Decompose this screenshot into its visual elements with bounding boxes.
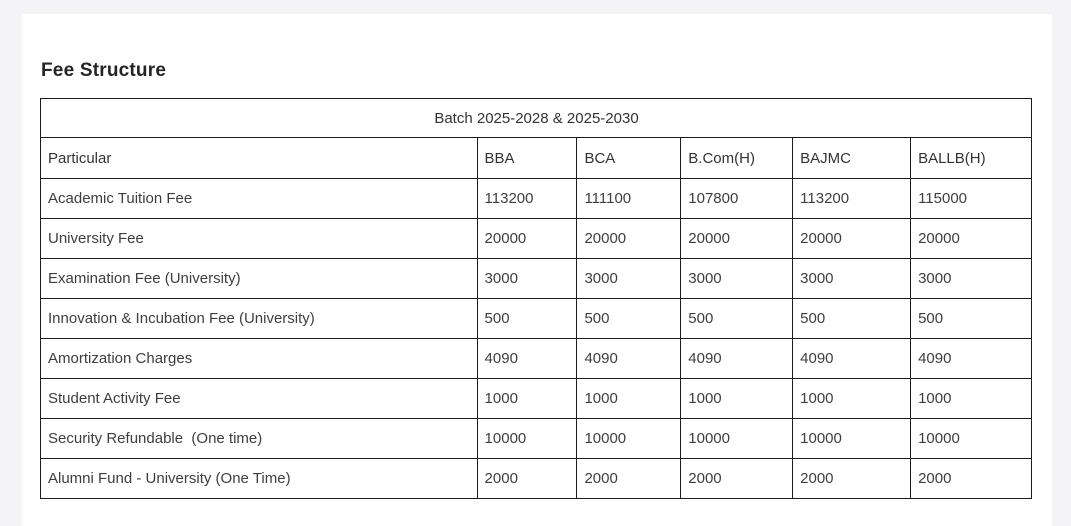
fee-value-cell: 10000 <box>680 418 794 459</box>
fee-value-cell: 10000 <box>576 418 682 459</box>
fee-value-cell: 10000 <box>910 418 1032 459</box>
fee-value-cell: 113200 <box>792 178 912 219</box>
particular-cell: Alumni Fund - University (One Time) <box>40 458 478 499</box>
fee-value-cell: 20000 <box>476 218 578 259</box>
column-header-bba: BBA <box>476 137 578 179</box>
table-row: Innovation & Incubation Fee (University)… <box>40 298 1032 339</box>
content-card: Fee Structure Batch 2025-2028 & 2025-203… <box>22 14 1052 526</box>
fee-value-cell: 500 <box>576 298 682 339</box>
batch-header-row: Batch 2025-2028 & 2025-2030 <box>40 98 1032 138</box>
fee-value-cell: 113200 <box>476 178 578 219</box>
table-row: Student Activity Fee 1000 1000 1000 1000 1000 <box>40 378 1032 419</box>
fee-value-cell: 115000 <box>910 178 1032 219</box>
column-header-ballb-h: BALLB(H) <box>910 137 1032 179</box>
fee-value-cell: 1000 <box>792 378 912 419</box>
fee-value-cell: 1000 <box>680 378 794 419</box>
particular-cell: Amortization Charges <box>40 338 478 379</box>
fee-value-cell: 3000 <box>680 258 794 299</box>
fee-value-cell: 500 <box>476 298 578 339</box>
fee-value-cell: 20000 <box>792 218 912 259</box>
fee-value-cell: 500 <box>792 298 912 339</box>
batch-header: Batch 2025-2028 & 2025-2030 <box>40 98 1032 138</box>
page-title: Fee Structure <box>41 60 167 81</box>
fee-value-cell: 2000 <box>910 458 1032 499</box>
particular-cell: Innovation & Incubation Fee (University) <box>40 298 478 339</box>
particular-cell: Security Refundable (One time) <box>40 418 478 459</box>
fee-value-cell: 4090 <box>910 338 1032 379</box>
fee-value-cell: 107800 <box>680 178 794 219</box>
table-row: Examination Fee (University) 3000 3000 3000… <box>40 258 1032 299</box>
fee-value-cell: 1000 <box>576 378 682 419</box>
table-row: Academic Tuition Fee 113200 111100 107800 11… <box>40 178 1032 219</box>
fee-value-cell: 10000 <box>476 418 578 459</box>
column-header-particular: Particular <box>40 137 478 179</box>
column-header-bca: BCA <box>576 137 682 179</box>
column-header-b-com-h: B.Com(H) <box>680 137 794 179</box>
particular-cell: Examination Fee (University) <box>40 258 478 299</box>
fee-value-cell: 1000 <box>910 378 1032 419</box>
particular-cell: University Fee <box>40 218 478 259</box>
fee-value-cell: 2000 <box>476 458 578 499</box>
fee-structure-table: Batch 2025-2028 & 2025-2030 Particular BB… <box>40 98 1032 499</box>
fee-value-cell: 4090 <box>680 338 794 379</box>
table-row: Alumni Fund - University (One Time) 2000 2… <box>40 458 1032 499</box>
column-header-row: Particular BBA BCA B.Com(H) BAJMC BALLB(H) <box>40 137 1032 179</box>
fee-value-cell: 4090 <box>576 338 682 379</box>
fee-value-cell: 20000 <box>576 218 682 259</box>
fee-value-cell: 4090 <box>792 338 912 379</box>
fee-value-cell: 20000 <box>910 218 1032 259</box>
fee-value-cell: 4090 <box>476 338 578 379</box>
particular-cell: Student Activity Fee <box>40 378 478 419</box>
fee-value-cell: 500 <box>680 298 794 339</box>
particular-cell: Academic Tuition Fee <box>40 178 478 219</box>
fee-value-cell: 2000 <box>792 458 912 499</box>
fee-value-cell: 20000 <box>680 218 794 259</box>
fee-value-cell: 3000 <box>476 258 578 299</box>
table-row: University Fee 20000 20000 20000 20000 20000 <box>40 218 1032 259</box>
fee-value-cell: 10000 <box>792 418 912 459</box>
fee-value-cell: 111100 <box>576 178 682 219</box>
fee-value-cell: 1000 <box>476 378 578 419</box>
fee-value-cell: 3000 <box>792 258 912 299</box>
column-header-bajmc: BAJMC <box>792 137 912 179</box>
fee-value-cell: 2000 <box>576 458 682 499</box>
fee-value-cell: 500 <box>910 298 1032 339</box>
fee-value-cell: 2000 <box>680 458 794 499</box>
table-row: Security Refundable (One time) 10000 10000… <box>40 418 1032 459</box>
fee-value-cell: 3000 <box>910 258 1032 299</box>
fee-value-cell: 3000 <box>576 258 682 299</box>
table-row: Amortization Charges 4090 4090 4090 4090 4090 <box>40 338 1032 379</box>
